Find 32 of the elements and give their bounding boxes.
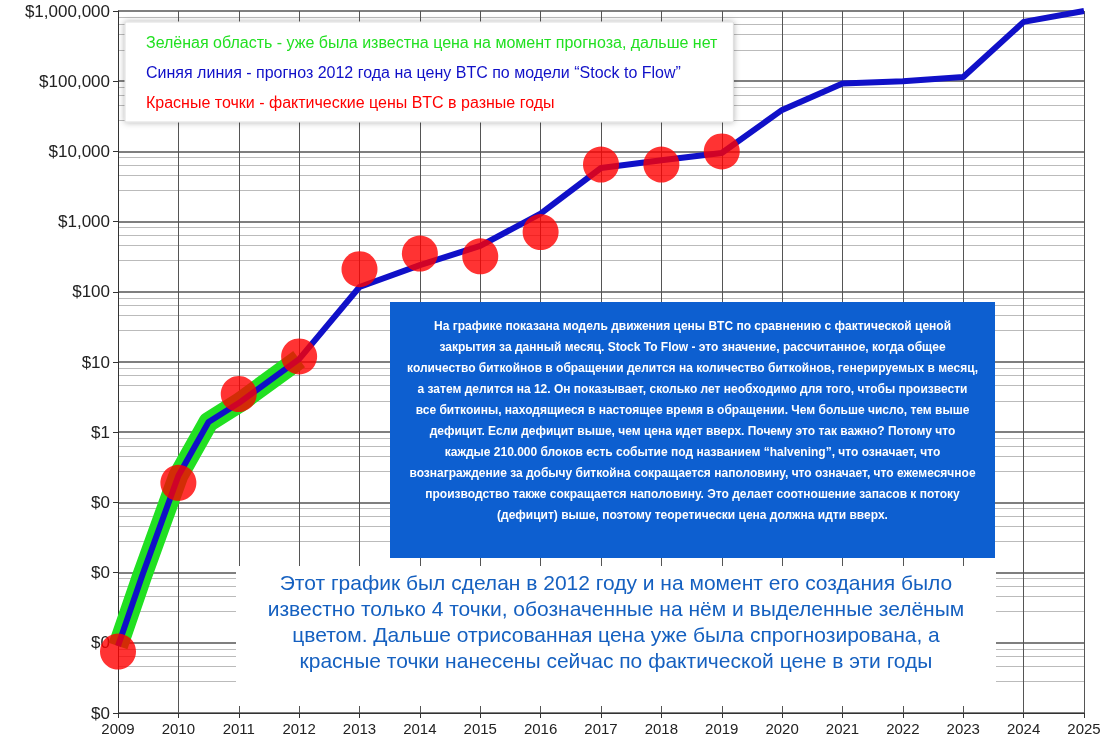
y-tick-label: $0 (91, 563, 110, 583)
x-tick-label: 2024 (1006, 720, 1041, 737)
x-tick-label: 2010 (161, 720, 196, 737)
x-tick-label: 2014 (403, 720, 437, 737)
x-tick-label: 2019 (705, 720, 739, 737)
y-tick-label: $1,000,000 (24, 1, 110, 21)
text-box: На графике показана модель движения цены BTC по сравнению с фактической ценой закрытия за данный месяц. Stock To Flow - это значение, рассчитанное, когда общее количество биткойнов в обращении делится на количество биткойнов, генерируемых в месяц, а затем делится на 12. Он показывает, сколько лет необходимо для того, чтобы произвести все биткоины, находящиеся в настоящее время в обращении. Чем больше число, тем выше дефицит. Если дефицит выше, чем цена идет вверх. Почему это так важно? Потому что каждые 210.000 блоков есть событие под названием “halvening”, что означает, что вознаграждение за добычу биткойна сокращается наполовину, что означает, что ежемесячное производство также сокращается наполовину. Это делает соотношение запасов к потоку (дефицит) выше, поэтому теоретически цена должна идти вверх. (390, 302, 995, 558)
y-tick-label: $0 (91, 492, 110, 512)
y-tick-label: $100,000 (39, 71, 110, 91)
y-tick-label: $10 (81, 352, 110, 372)
y-tick-label: $1 (91, 422, 110, 442)
x-tick-label: 2018 (644, 720, 679, 737)
x-tick-label: 2017 (584, 720, 618, 737)
x-tick-label: 2015 (463, 720, 497, 737)
x-tick-label: 2009 (101, 720, 135, 737)
text: Синяя линия - прогноз 2012 года на цену BTC по модели “Stock to Flow” (146, 63, 681, 81)
x-tick-label: 2012 (282, 720, 316, 737)
text: Зелёная область - уже была известна цена на момент прогноза, дальше нет (146, 33, 719, 51)
y-tick-label: $10,000 (48, 141, 110, 161)
y-tick-label: $1,000 (58, 212, 110, 232)
x-tick-label: 2016 (523, 720, 558, 737)
y-tick-label: $100 (72, 282, 110, 302)
y-tick-label: $0 (91, 703, 110, 723)
x-tick-label: 2025 (1067, 720, 1101, 737)
text: Красные точки - фактические цены BTC в разные годы (146, 93, 555, 111)
x-tick-label: 2021 (825, 720, 860, 737)
x-tick-label: 2023 (946, 720, 980, 737)
x-tick-label: 2011 (222, 720, 255, 737)
x-tick-label: 2020 (765, 720, 799, 737)
text-box: Этот график был сделан в 2012 году и на момент его создания было известно только 4 точки, обозначенные на нём и выделенные зелёным цветом. Дальше отрисованная цена уже была спрогнозирована, а красные точки нанесены сейчас по фактической цене в эти годы (236, 566, 996, 706)
x-tick-label: 2022 (886, 720, 920, 737)
x-tick-label: 2013 (342, 720, 377, 737)
